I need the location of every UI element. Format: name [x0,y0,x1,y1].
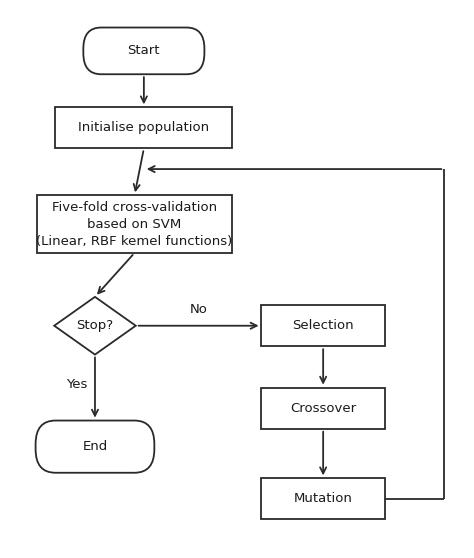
Bar [262,305,385,347]
Bar [262,388,385,429]
Text: Selection: Selection [292,319,354,332]
Text: Five-fold cross-validation
based on SVM
(Linear, RBF kemel functions): Five-fold cross-validation based on SVM … [36,200,233,248]
Text: Yes: Yes [66,378,87,391]
Text: Stop?: Stop? [76,319,114,332]
Bar [262,478,385,519]
Text: Mutation: Mutation [294,492,353,506]
Bar [55,107,232,148]
Text: Start: Start [128,45,160,57]
Bar [37,195,232,253]
Text: Crossover: Crossover [290,402,356,415]
Text: Initialise population: Initialise population [78,121,210,134]
Text: End: End [82,440,108,453]
Text: No: No [190,303,208,316]
